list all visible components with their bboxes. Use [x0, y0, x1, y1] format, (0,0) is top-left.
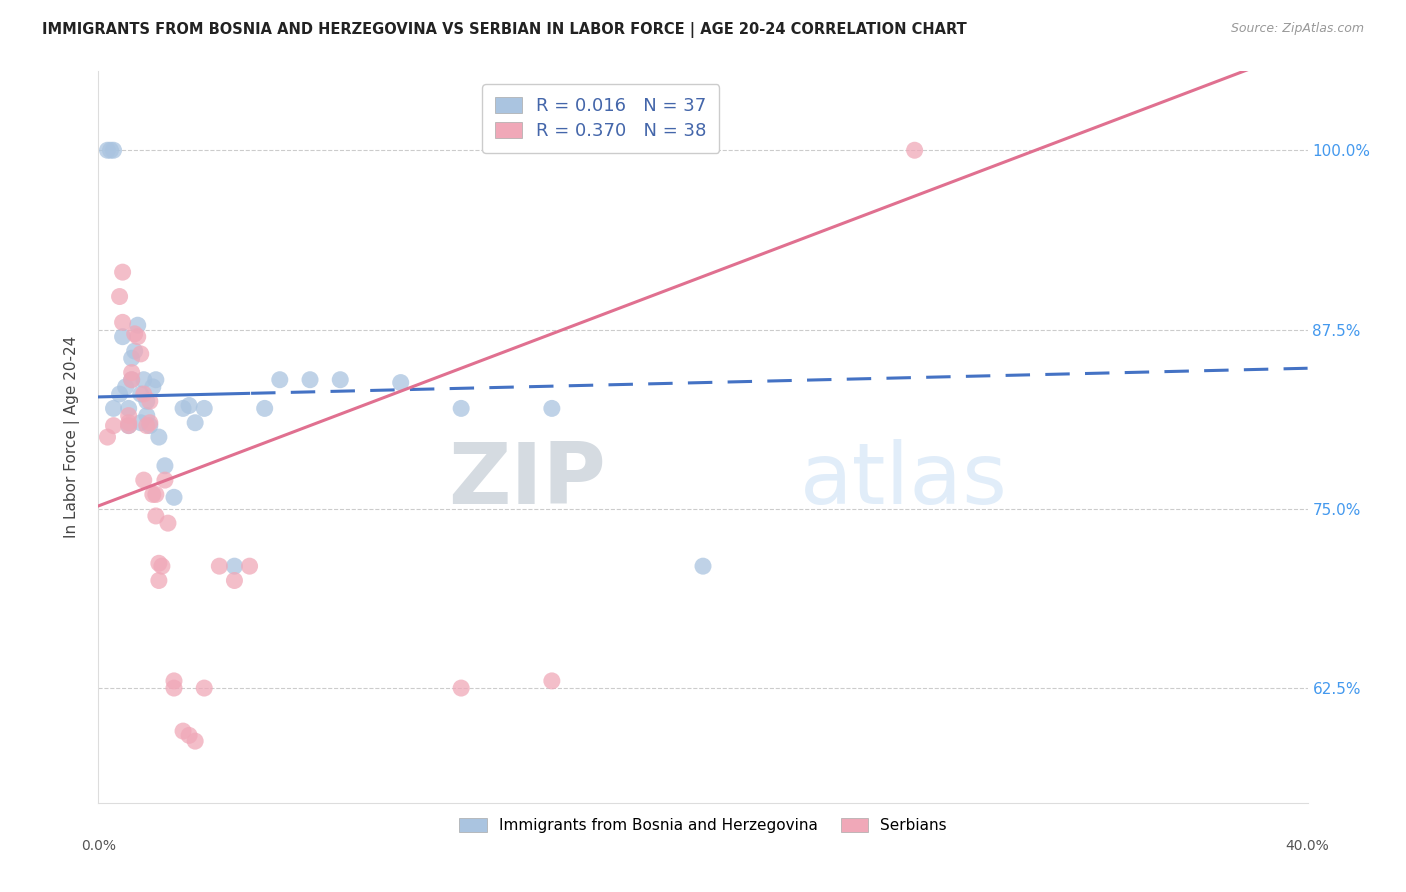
Point: [172, 401, 194, 416]
Point: [121, 373, 143, 387]
Point: [121, 373, 143, 387]
Point: [139, 418, 162, 433]
Point: [904, 143, 927, 157]
Point: [100, 143, 122, 157]
Point: [540, 401, 562, 416]
Point: [163, 673, 186, 688]
Point: [96, 430, 118, 444]
Point: [142, 380, 165, 394]
Point: [135, 394, 157, 409]
Point: [145, 487, 167, 501]
Point: [145, 508, 167, 523]
Point: [127, 329, 149, 343]
Text: IMMIGRANTS FROM BOSNIA AND HERZEGOVINA VS SERBIAN IN LABOR FORCE | AGE 20-24 COR: IMMIGRANTS FROM BOSNIA AND HERZEGOVINA V…: [42, 22, 967, 38]
Point: [692, 559, 714, 574]
Point: [184, 734, 207, 748]
Point: [118, 416, 141, 430]
Point: [118, 401, 141, 416]
Point: [153, 458, 176, 473]
Point: [179, 399, 201, 413]
Point: [148, 574, 170, 588]
Point: [135, 418, 157, 433]
Point: [118, 418, 141, 433]
Point: [108, 387, 131, 401]
Y-axis label: In Labor Force | Age 20-24: In Labor Force | Age 20-24: [63, 336, 80, 538]
Point: [148, 556, 170, 570]
Point: [139, 416, 162, 430]
Point: [114, 380, 136, 394]
Point: [389, 376, 412, 390]
Point: [540, 673, 562, 688]
Point: [139, 394, 162, 409]
Point: [111, 315, 134, 329]
Point: [121, 366, 143, 380]
Point: [103, 401, 125, 416]
Point: [135, 409, 157, 423]
Point: [127, 318, 149, 333]
Point: [132, 387, 155, 401]
Point: [224, 559, 246, 574]
Point: [124, 326, 146, 341]
Text: atlas: atlas: [800, 440, 1008, 523]
Point: [269, 373, 291, 387]
Point: [111, 329, 134, 343]
Point: [208, 559, 231, 574]
Point: [108, 289, 131, 303]
Point: [450, 681, 472, 695]
Point: [129, 347, 152, 361]
Point: [329, 373, 352, 387]
Point: [450, 401, 472, 416]
Point: [224, 574, 246, 588]
Point: [150, 559, 173, 574]
Text: ZIP: ZIP: [449, 440, 606, 523]
Point: [163, 491, 186, 505]
Point: [132, 373, 155, 387]
Point: [124, 344, 146, 359]
Point: [163, 681, 186, 695]
Point: [132, 473, 155, 487]
Point: [239, 559, 262, 574]
Point: [96, 143, 118, 157]
Point: [121, 351, 143, 366]
Point: [118, 409, 141, 423]
Text: 0.0%: 0.0%: [82, 838, 115, 853]
Point: [184, 416, 207, 430]
Point: [156, 516, 179, 530]
Point: [253, 401, 276, 416]
Point: [129, 387, 152, 401]
Point: [153, 473, 176, 487]
Point: [103, 418, 125, 433]
Point: [299, 373, 322, 387]
Point: [129, 416, 152, 430]
Point: [193, 401, 215, 416]
Point: [145, 373, 167, 387]
Legend: Immigrants from Bosnia and Herzegovina, Serbians: Immigrants from Bosnia and Herzegovina, …: [453, 812, 953, 839]
Text: 40.0%: 40.0%: [1285, 838, 1330, 853]
Point: [148, 430, 170, 444]
Point: [118, 418, 141, 433]
Text: Source: ZipAtlas.com: Source: ZipAtlas.com: [1230, 22, 1364, 36]
Point: [179, 728, 201, 742]
Point: [103, 143, 125, 157]
Point: [172, 724, 194, 739]
Point: [111, 265, 134, 279]
Point: [193, 681, 215, 695]
Point: [142, 487, 165, 501]
